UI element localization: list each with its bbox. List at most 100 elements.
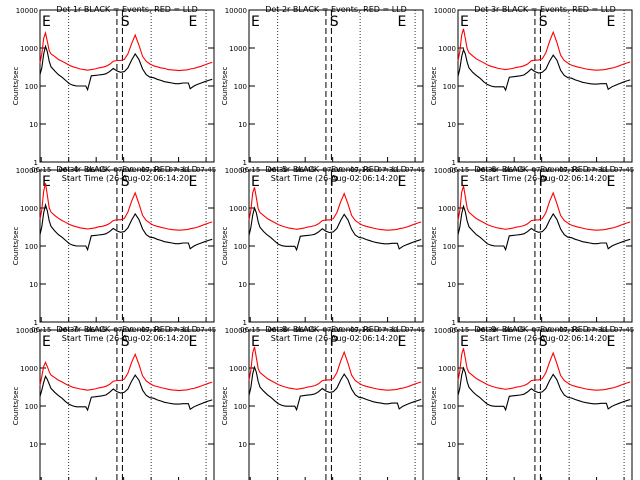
marker-label: S [539,14,548,30]
y-tick-label: 1 [34,159,38,167]
marker-label: E [189,14,198,30]
plot-frame [248,9,424,163]
y-axis-title: Counts/sec [221,67,229,106]
y-axis-title: Counts/sec [221,227,229,266]
marker-label: E [607,14,616,30]
y-tick-label: 100 [234,243,247,251]
detector-panel-9: Det 9r BLACK = Events, RED = LLDESE11010… [430,325,633,480]
marker-label: E [460,334,469,350]
y-tick-label: 1000 [229,365,247,373]
marker-label: E [42,334,51,350]
marker-label: E [42,174,51,190]
y-tick-label: 1000 [20,205,38,213]
y-tick-label: 1000 [229,45,247,53]
lld-series-line [39,30,213,72]
marker-label: E [189,174,198,190]
events-series-line [457,48,631,92]
plot-frame [39,169,215,323]
y-tick-label: 10 [447,281,456,289]
marker-label: E [189,334,198,350]
marker-label: S [121,334,130,350]
marker-label: E [251,334,260,350]
y-tick-label: 10000 [225,327,247,335]
events-series-line [457,366,631,412]
y-tick-label: 10 [447,441,456,449]
marker-label: E [398,334,407,350]
detector-panel-8: Det 8r BLACK = Events, RED = LLDEPE11010… [221,325,424,480]
plot-frame [248,329,424,480]
y-tick-label: 100 [443,83,456,91]
y-tick-label: 10000 [16,7,38,15]
marker-label: S [121,14,130,30]
lld-series-line [457,28,631,71]
marker-label: P [330,174,338,190]
y-axis-title: Counts/sec [430,227,438,266]
plot-frame [248,169,424,323]
plot-frame [39,329,215,480]
y-tick-label: 100 [25,243,38,251]
y-tick-label: 100 [234,403,247,411]
marker-label: E [460,14,469,30]
marker-label: S [121,174,130,190]
marker-label: S [330,14,339,30]
y-tick-label: 10000 [225,7,247,15]
marker-label: E [398,174,407,190]
y-tick-label: 10 [29,441,38,449]
events-series-line [457,204,631,252]
lld-series-line [248,346,422,391]
y-tick-label: 1000 [438,365,456,373]
events-series-line [39,44,213,92]
y-tick-label: 1 [452,319,456,327]
marker-label: E [607,334,616,350]
marker-label: E [607,174,616,190]
events-series-line [39,202,213,252]
y-tick-label: 100 [443,243,456,251]
y-tick-label: 10000 [16,327,38,335]
marker-label: P [330,334,338,350]
lld-series-line [457,348,631,391]
y-axis-title: Counts/sec [12,227,20,266]
y-tick-label: 10000 [16,167,38,175]
y-axis-title: Counts/sec [430,67,438,106]
x-axis-title: Start Time (26-Aug-02 06:14:20) [62,334,193,343]
y-tick-label: 100 [25,83,38,91]
y-tick-label: 10000 [434,327,456,335]
y-tick-label: 10000 [225,167,247,175]
x-axis-title: Start Time (26-Aug-02 06:14:20) [271,334,402,343]
y-tick-label: 10 [29,281,38,289]
y-tick-label: 1000 [438,45,456,53]
plot-frame [457,169,633,323]
y-tick-label: 10 [238,441,247,449]
y-tick-label: 1 [452,159,456,167]
marker-label: E [251,174,260,190]
y-tick-label: 10 [238,281,247,289]
x-axis-title: Start Time (26-Aug-02 06:14:20) [480,174,611,183]
y-tick-label: 1 [243,319,247,327]
y-tick-label: 10 [447,121,456,129]
marker-label: E [398,14,407,30]
events-series-line [248,206,422,252]
marker-label: E [460,174,469,190]
y-tick-label: 100 [25,403,38,411]
y-tick-label: 1000 [20,365,38,373]
marker-label: S [539,334,548,350]
y-axis-title: Counts/sec [12,387,20,426]
y-axis-title: Counts/sec [430,387,438,426]
y-tick-label: 1000 [438,205,456,213]
x-axis-title: Start Time (26-Aug-02 06:14:20) [62,174,193,183]
lld-series-line [248,187,422,231]
y-tick-label: 10 [238,121,247,129]
y-tick-label: 10000 [434,167,456,175]
y-axis-title: Counts/sec [221,387,229,426]
lld-series-line [457,185,631,231]
plot-frame [39,9,215,163]
y-tick-label: 100 [443,403,456,411]
plot-frame [457,9,633,163]
marker-label: P [539,174,547,190]
y-tick-label: 1000 [20,45,38,53]
